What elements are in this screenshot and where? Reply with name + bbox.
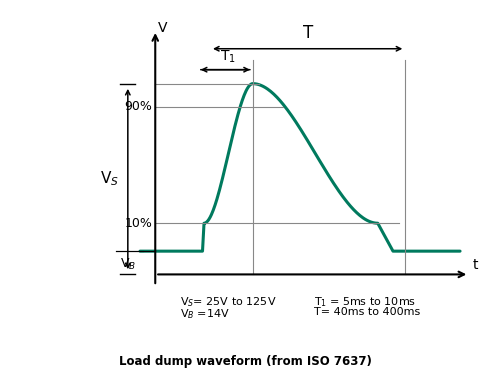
Text: Load dump waveform (from ISO 7637): Load dump waveform (from ISO 7637) (119, 355, 371, 368)
Text: 10%: 10% (124, 217, 152, 230)
Text: V$_B$ =14V: V$_B$ =14V (180, 307, 229, 321)
Text: 90%: 90% (124, 100, 152, 114)
Text: T: T (302, 24, 313, 42)
Text: V: V (158, 21, 168, 35)
Text: T= 40ms to 400ms: T= 40ms to 400ms (314, 307, 420, 317)
Text: t: t (472, 258, 478, 272)
Text: V$_B$: V$_B$ (120, 257, 136, 272)
Text: T$_1$ = 5ms to 10ms: T$_1$ = 5ms to 10ms (314, 295, 416, 309)
Text: V$_S$= 25V to 125V: V$_S$= 25V to 125V (180, 295, 276, 309)
Text: V$_S$: V$_S$ (100, 170, 119, 188)
Text: T$_1$: T$_1$ (220, 48, 236, 65)
